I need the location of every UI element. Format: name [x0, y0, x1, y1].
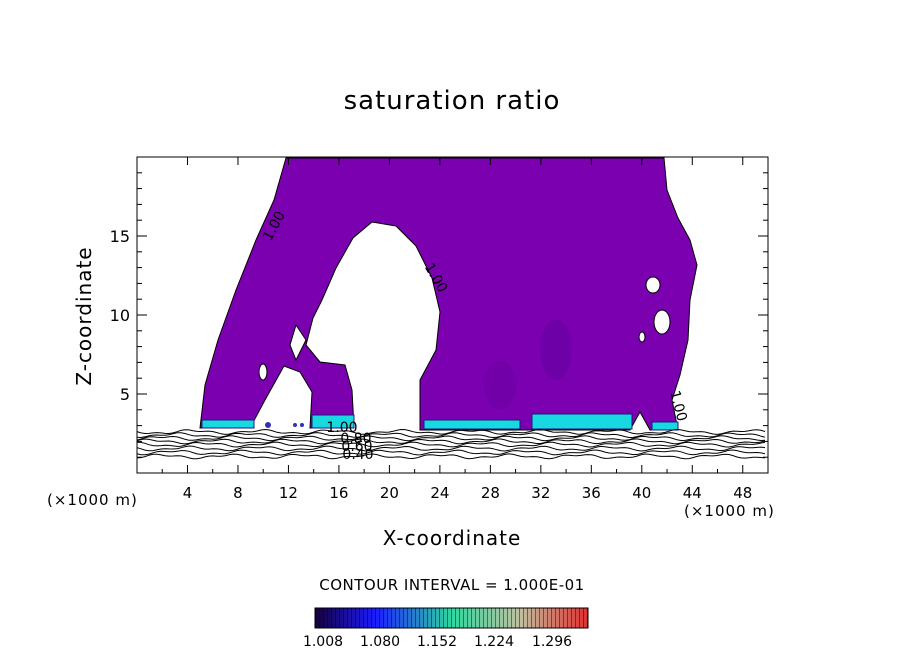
contour-label: 0.60 [341, 439, 372, 455]
x-tick-label: 32 [531, 484, 550, 502]
x-tick-label: 8 [233, 484, 243, 502]
dark-shade-2 [484, 361, 516, 409]
contour-line [136, 445, 766, 452]
contour-label: 1.00 [666, 389, 690, 423]
y-tick-label: 10 [110, 306, 130, 325]
x-ticks: 4 8 12 16 20 24 28 32 36 40 44 48 [161, 157, 769, 502]
x-tick-label: 24 [430, 484, 449, 502]
x-tick-label: 4 [183, 484, 193, 502]
colorbar-tick-labels: 1.008 1.080 1.152 1.224 1.296 [303, 634, 572, 650]
contour-label: 0.40 [342, 447, 373, 463]
x-axis-label: X-coordinate [382, 526, 522, 550]
contour-line [136, 435, 766, 442]
y-ticks: 5 10 15 [110, 172, 768, 458]
contour-label: 0.80 [340, 431, 371, 447]
high-value-bands [201, 413, 679, 431]
saturation-fill-region [199, 157, 698, 431]
x-tick-label: 28 [481, 484, 500, 502]
hole-right-1 [645, 276, 661, 294]
x-unit-label-right: (×1000 m) [684, 502, 775, 520]
subsaturated-contour-lines [136, 428, 766, 460]
contour-line [136, 449, 766, 456]
contour-interval-text: CONTOUR INTERVAL = 1.000E-01 [319, 576, 585, 594]
colorbar-tick-label: 1.080 [360, 634, 400, 650]
x-tick-label: 12 [279, 484, 298, 502]
contour-line [136, 428, 766, 435]
x-tick-label: 36 [582, 484, 601, 502]
chart-title: saturation ratio [343, 86, 561, 116]
contour-line [136, 438, 766, 445]
contour-line [136, 432, 766, 439]
colorbar-tick-label: 1.296 [532, 634, 572, 650]
contour-label: 1.00 [326, 420, 357, 436]
contour-line [136, 453, 766, 460]
dark-shade-1 [540, 320, 572, 380]
x-tick-label: 40 [632, 484, 651, 502]
x-tick-label: 16 [329, 484, 348, 502]
hole-right-3 [638, 331, 646, 343]
colorbar-tick-label: 1.152 [417, 634, 457, 650]
y-tick-label: 5 [120, 385, 130, 404]
hole-small-left [258, 363, 268, 381]
hole-right-2 [653, 309, 671, 335]
colorbar-stripes [315, 608, 588, 628]
x-tick-label: 20 [380, 484, 399, 502]
x-tick-label: 48 [733, 484, 752, 502]
low-level-specks [265, 422, 304, 428]
x-tick-label: 44 [683, 484, 702, 502]
contour-line [136, 441, 766, 448]
colorbar-tick-label: 1.008 [303, 634, 343, 650]
y-tick-label: 15 [110, 227, 130, 246]
hole-left-gap [289, 323, 307, 362]
x-unit-label-left: (×1000 m) [47, 491, 138, 509]
colorbar-tick-label: 1.224 [474, 634, 514, 650]
